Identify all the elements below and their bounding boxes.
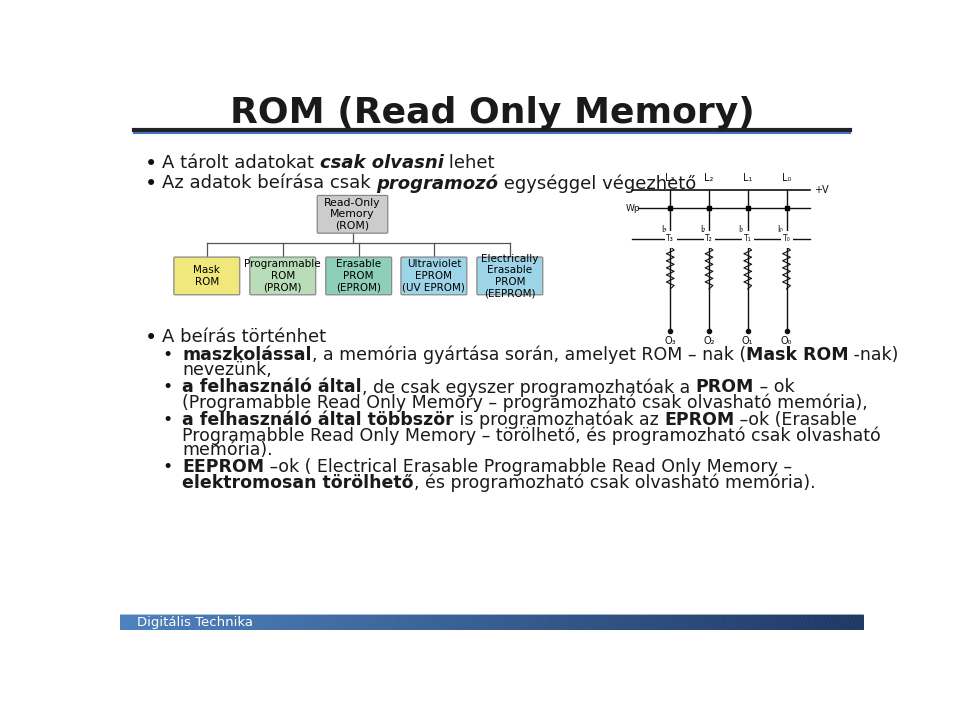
Text: l₁: l₁ — [738, 225, 744, 234]
Text: PROM: PROM — [695, 378, 754, 396]
Text: maszkolással: maszkolással — [182, 346, 311, 364]
Text: •: • — [145, 328, 157, 348]
Text: Erasable
PROM
(EPROM): Erasable PROM (EPROM) — [336, 259, 381, 292]
Text: •: • — [162, 346, 173, 364]
Text: Az adatok beírása csak: Az adatok beírása csak — [162, 174, 376, 193]
Text: Electrically
Erasable
PROM
(EEPROM): Electrically Erasable PROM (EEPROM) — [481, 253, 539, 298]
Text: a felhasználó által: a felhasználó által — [182, 378, 362, 396]
Text: T₃: T₃ — [666, 234, 674, 244]
Text: T₁: T₁ — [744, 234, 752, 244]
FancyBboxPatch shape — [250, 257, 316, 295]
Text: A tárolt adatokat: A tárolt adatokat — [162, 154, 320, 172]
Text: T₀: T₀ — [782, 234, 790, 244]
Text: O₁: O₁ — [742, 336, 754, 346]
Text: a felhasználó által többször: a felhasználó által többször — [182, 411, 454, 428]
Text: •: • — [162, 378, 173, 396]
Text: is programozhatóak az: is programozhatóak az — [454, 411, 664, 429]
FancyBboxPatch shape — [317, 195, 388, 233]
Text: (Programabble Read Only Memory – programozható csak olvasható memória),: (Programabble Read Only Memory – program… — [182, 394, 868, 412]
Text: lehet: lehet — [444, 154, 495, 172]
Text: O₀: O₀ — [780, 336, 792, 346]
Text: O₃: O₃ — [664, 336, 676, 346]
Text: L₃: L₃ — [665, 173, 675, 183]
FancyBboxPatch shape — [477, 257, 542, 295]
Bar — [665, 232, 676, 246]
Text: +V: +V — [814, 185, 828, 195]
Text: Mask ROM: Mask ROM — [746, 346, 849, 364]
Text: , a memória gyártása során, amelyet ROM – nak (: , a memória gyártása során, amelyet ROM … — [311, 346, 746, 365]
Text: Digitális Technika: Digitális Technika — [137, 616, 253, 629]
Text: l₀: l₀ — [778, 225, 783, 234]
Text: O₂: O₂ — [704, 336, 715, 346]
Text: •: • — [162, 458, 173, 476]
Text: •: • — [145, 154, 157, 174]
FancyBboxPatch shape — [174, 257, 240, 295]
Text: Mask
ROM: Mask ROM — [193, 265, 220, 287]
Text: L₂: L₂ — [705, 173, 713, 183]
FancyBboxPatch shape — [325, 257, 392, 295]
Text: EEPROM: EEPROM — [182, 458, 264, 476]
Text: Wp: Wp — [626, 204, 640, 212]
Text: Read-Only
Memory
(ROM): Read-Only Memory (ROM) — [324, 198, 381, 231]
Text: – ok: – ok — [754, 378, 794, 396]
Text: l₃: l₃ — [661, 225, 667, 234]
Bar — [742, 232, 754, 246]
Text: L₁: L₁ — [743, 173, 753, 183]
Text: l₂: l₂ — [700, 225, 706, 234]
Text: –ok ( Electrical Erasable Programabble Read Only Memory –: –ok ( Electrical Erasable Programabble R… — [264, 458, 792, 476]
Text: EPROM: EPROM — [664, 411, 734, 428]
Bar — [704, 232, 714, 246]
FancyBboxPatch shape — [401, 257, 467, 295]
Text: T₂: T₂ — [706, 234, 713, 244]
Text: L₀: L₀ — [781, 173, 791, 183]
Text: -nak): -nak) — [849, 346, 899, 364]
Text: programozó: programozó — [376, 174, 498, 193]
Text: A beírás történhet: A beírás történhet — [162, 328, 326, 346]
Text: –ok (Erasable: –ok (Erasable — [734, 411, 857, 428]
Text: •: • — [162, 411, 173, 428]
Text: csak olvasni: csak olvasni — [320, 154, 444, 172]
Text: Programabble Read Only Memory – törölhető, és programozható csak olvasható: Programabble Read Only Memory – törölhet… — [182, 426, 880, 445]
Text: Ultraviolet
EPROM
(UV EPROM): Ultraviolet EPROM (UV EPROM) — [402, 259, 466, 292]
Text: egységgel végezhető: egységgel végezhető — [498, 174, 696, 193]
Text: •: • — [145, 174, 157, 194]
Text: elektromosan törölhető: elektromosan törölhető — [182, 474, 414, 492]
Text: nevezünk,: nevezünk, — [182, 361, 272, 379]
Text: memória).: memória). — [182, 442, 273, 459]
Text: Programmable
ROM
(PROM): Programmable ROM (PROM) — [245, 259, 321, 292]
Text: , de csak egyszer programozhatóak a: , de csak egyszer programozhatóak a — [362, 378, 695, 396]
Text: , és programozható csak olvasható memória).: , és programozható csak olvasható memóri… — [414, 474, 815, 492]
Text: ROM (Read Only Memory): ROM (Read Only Memory) — [229, 96, 755, 130]
Bar — [781, 232, 792, 246]
